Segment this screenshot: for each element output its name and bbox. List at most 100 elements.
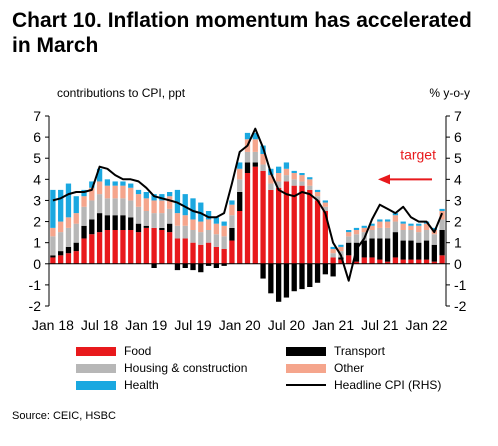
bar-segment-food	[128, 230, 134, 264]
bar-segment-housing	[260, 164, 266, 171]
legend-item-other: Other	[286, 361, 364, 375]
bar-segment-housing	[159, 213, 165, 228]
bar-segment-other	[73, 213, 79, 224]
bar-segment-health	[307, 177, 313, 180]
bar-segment-health	[361, 225, 367, 228]
bar-segment-other	[81, 196, 87, 207]
bar-segment-transport	[369, 238, 375, 258]
bar-segment-transport	[299, 263, 305, 290]
bar-segment-food	[135, 232, 142, 264]
bar-segment-other	[275, 173, 282, 182]
bar-segment-other	[237, 168, 243, 180]
bar-segment-other	[65, 217, 72, 228]
bar-segment-health	[174, 189, 181, 214]
bar-segment-health	[50, 189, 56, 228]
bar-segment-housing	[299, 181, 305, 186]
legend-swatch-other	[286, 363, 326, 373]
bar-segment-housing	[112, 198, 118, 216]
bar-segment-health	[198, 202, 204, 222]
bar-segment-transport	[58, 251, 64, 256]
bar-segment-food	[431, 261, 437, 264]
right-tick-label: 4	[454, 171, 462, 187]
bar-segment-food	[307, 189, 313, 264]
bar-segment-transport	[346, 242, 352, 256]
bar-segment-other	[283, 168, 290, 176]
bar-segment-transport	[229, 227, 235, 241]
bar-segment-health	[213, 217, 220, 224]
left-tick-label: 3	[33, 192, 41, 208]
bar-segment-housing	[377, 227, 383, 239]
bar-segment-transport	[151, 263, 157, 268]
right-axis-label: % y-o-y	[429, 86, 470, 100]
target-label: target	[400, 146, 436, 162]
bar-segment-food	[423, 259, 430, 264]
bar-segment-transport	[275, 263, 282, 302]
bar-segment-health	[283, 162, 290, 169]
headline-cpi-line	[52, 127, 444, 282]
bar-segment-transport	[283, 263, 290, 298]
bar-segment-other	[213, 223, 220, 235]
bar-segment-food	[237, 211, 243, 264]
chart-title: Chart 10. Inflation momentum has acceler…	[12, 9, 472, 57]
right-tick-label: 7	[454, 108, 462, 124]
left-tick-label: 7	[33, 108, 41, 124]
bar-segment-food	[205, 242, 212, 264]
bar-segment-other	[400, 223, 406, 230]
bar-segment-food	[392, 257, 399, 264]
bar-segment-transport	[237, 192, 243, 211]
bar-segment-housing	[221, 236, 227, 249]
bar-segment-health	[408, 223, 414, 226]
bar-segment-housing	[330, 253, 336, 258]
bar-segment-health	[182, 194, 188, 216]
bar-segment-other	[361, 227, 367, 233]
bar-segment-transport	[159, 227, 165, 230]
bar-segment-health	[384, 219, 391, 222]
bar-segment-transport	[120, 215, 126, 230]
bar-segment-health	[330, 246, 336, 249]
bar-segment-health	[353, 227, 360, 230]
x-tick-label: Jan 20	[219, 317, 261, 333]
bar-segment-health	[299, 173, 305, 176]
bar-segment-health	[400, 221, 406, 224]
bar-segment-food	[96, 232, 103, 264]
bar-segment-transport	[408, 240, 414, 260]
bar-segment-housing	[135, 206, 142, 224]
bar-segment-food	[244, 173, 251, 264]
target-arrow-head	[378, 174, 390, 185]
bar-segment-food	[174, 238, 181, 264]
bar-segment-food	[299, 185, 305, 264]
bar-segment-housing	[182, 225, 188, 239]
bar-segment-housing	[439, 219, 445, 230]
left-tick-label: -2	[29, 298, 42, 314]
bar-segment-housing	[307, 185, 313, 190]
bar-segment-other	[174, 213, 181, 226]
bar-segment-housing	[369, 230, 375, 239]
bar-segment-health	[377, 219, 383, 222]
right-tick-label: 6	[454, 129, 462, 145]
left-axis-label: contributions to CPI, ppt	[57, 86, 186, 100]
bar-segment-other	[89, 187, 95, 201]
bar-segment-housing	[65, 227, 72, 247]
bar-segment-housing	[143, 211, 149, 226]
bar-segment-health	[73, 196, 79, 214]
bar-segment-transport	[268, 263, 274, 294]
bar-segment-other	[112, 185, 118, 199]
bar-segment-health	[346, 230, 352, 233]
bar-segment-housing	[244, 151, 251, 163]
bar-segment-health	[221, 221, 227, 226]
bar-segment-food	[167, 232, 173, 264]
bar-segment-food	[81, 238, 87, 264]
bar-segment-transport	[431, 244, 437, 262]
bar-segment-health	[244, 132, 251, 140]
bar-segment-transport	[174, 263, 181, 271]
bar-segment-food	[143, 227, 149, 264]
bar-segment-housing	[205, 230, 212, 243]
bar-segment-housing	[50, 236, 56, 256]
bar-segment-housing	[190, 230, 196, 243]
legend-label-food: Food	[124, 344, 152, 358]
bar-segment-other	[377, 221, 383, 228]
bar-segment-food	[283, 181, 290, 264]
bar-segment-food	[275, 187, 282, 264]
bar-segment-housing	[167, 208, 173, 224]
bar-segment-food	[291, 185, 297, 264]
